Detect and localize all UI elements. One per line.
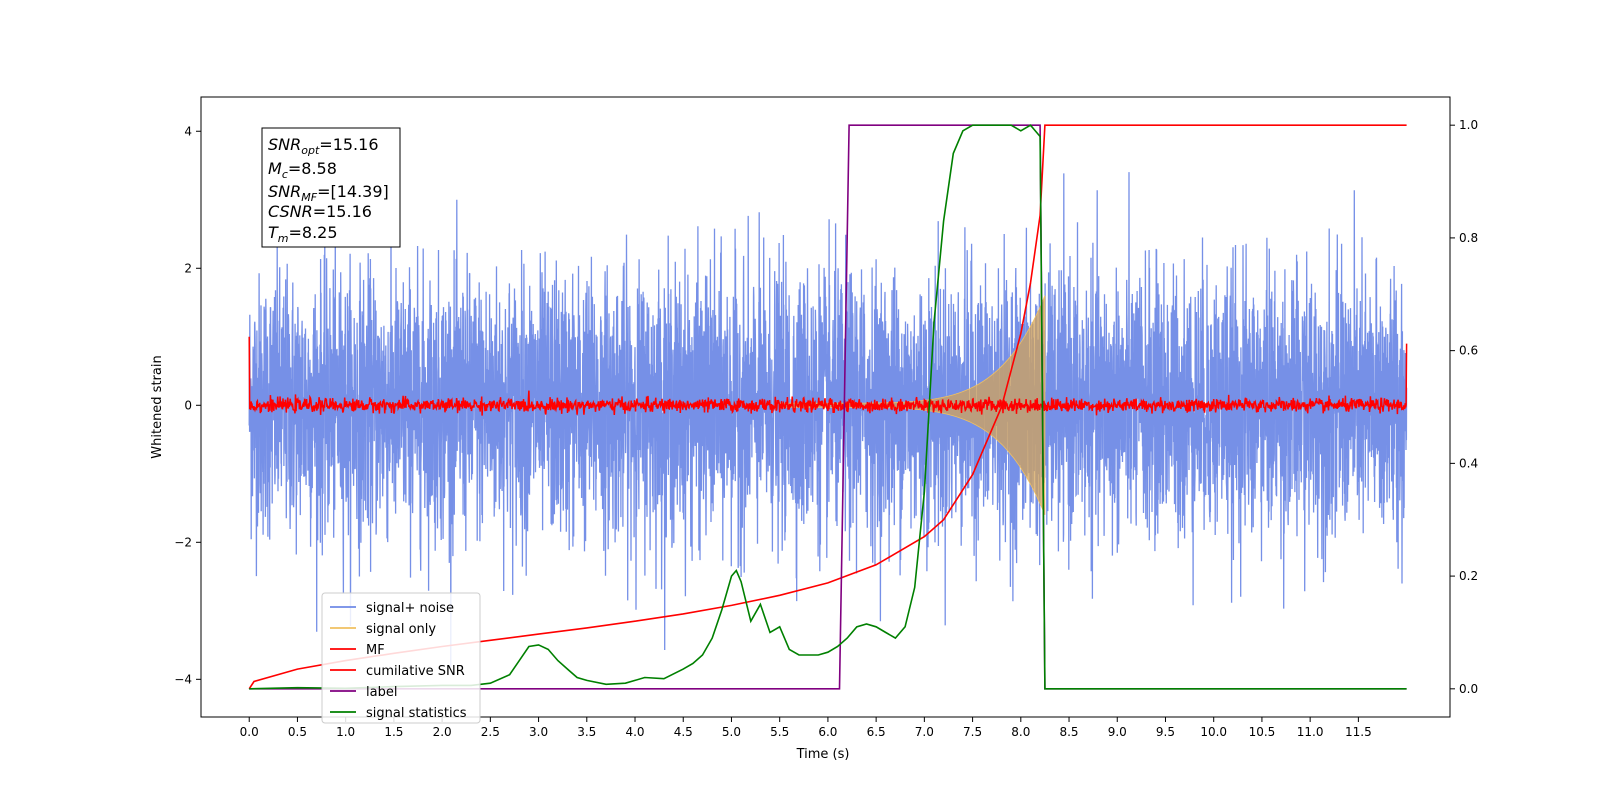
y-right-tick-label: 1.0: [1459, 118, 1478, 132]
legend-label: signal only: [366, 622, 436, 637]
y-left-tick-label: 2: [184, 261, 192, 275]
x-tick-label: 1.5: [384, 725, 403, 739]
series-mf: [248, 336, 1408, 416]
x-tick-label: 6.5: [867, 725, 886, 739]
annotation-snr-opt: SNRopt=15.16: [268, 135, 379, 157]
y-left-tick-label: 4: [184, 124, 192, 138]
legend-label: signal statistics: [366, 706, 467, 721]
y-axis-left-ticks: 4 2 0 −2 −4: [174, 124, 201, 686]
annotation-box: SNRopt=15.16 Mc=8.58 SNRMF=[14.39] CSNR=…: [261, 127, 401, 248]
annotation-tm: Tm=8.25: [268, 223, 338, 245]
x-tick-label: 10.5: [1249, 725, 1276, 739]
annotation-csnr: CSNR=15.16: [268, 202, 372, 221]
y-right-tick-label: 0.2: [1459, 569, 1478, 583]
y-left-tick-label: −2: [174, 535, 192, 549]
x-tick-label: 6.0: [818, 725, 837, 739]
annotation-mc: Mc=8.58: [268, 159, 337, 181]
y-right-tick-label: 0.4: [1459, 456, 1478, 470]
y-right-tick-label: 0.6: [1459, 344, 1478, 358]
y-axis-right-ticks: 1.0 0.8 0.6 0.4 0.2 0.0: [1450, 118, 1478, 696]
x-tick-label: 8.5: [1059, 725, 1078, 739]
legend: signal+ noise signal only MF cumilative SNR…: [321, 592, 481, 724]
series-signal-noise: [248, 172, 1408, 668]
y-left-tick-label: −4: [174, 672, 192, 686]
x-tick-label: 4.0: [625, 725, 644, 739]
x-tick-label: 3.5: [577, 725, 596, 739]
x-tick-label: 1.0: [336, 725, 355, 739]
series-signal-statistics: [249, 124, 1407, 690]
x-axis-label: Time (s): [796, 747, 850, 762]
x-tick-label: 3.0: [529, 725, 548, 739]
y-axis-label: Whitened strain: [150, 355, 165, 458]
legend-label: cumilative SNR: [366, 664, 465, 679]
x-tick-label: 2.5: [481, 725, 500, 739]
x-tick-label: 2.0: [433, 725, 452, 739]
legend-label: MF: [366, 643, 385, 658]
x-tick-label: 5.5: [770, 725, 789, 739]
x-tick-label: 5.0: [722, 725, 741, 739]
x-tick-label: 10.0: [1200, 725, 1227, 739]
axes-frame: [200, 96, 1451, 718]
y-right-tick-label: 0.8: [1459, 231, 1478, 245]
x-tick-label: 9.0: [1108, 725, 1127, 739]
y-left-tick-label: 0: [184, 398, 192, 412]
x-tick-label: 0.0: [240, 725, 259, 739]
x-tick-label: 9.5: [1156, 725, 1175, 739]
x-tick-label: 4.5: [674, 725, 693, 739]
x-axis-ticks: 0.0 0.5 1.0 1.5 2.0 2.5 3.0 3.5 4.0 4.5 5.0 5.5 6.0 6…: [240, 717, 1372, 739]
y-right-tick-label: 0.0: [1459, 682, 1478, 696]
x-tick-label: 11.5: [1345, 725, 1372, 739]
legend-label: label: [366, 685, 397, 700]
x-tick-label: 7.0: [915, 725, 934, 739]
x-tick-label: 8.0: [1011, 725, 1030, 739]
x-tick-label: 7.5: [963, 725, 982, 739]
legend-label: signal+ noise: [366, 601, 454, 616]
x-tick-label: 11.0: [1297, 725, 1324, 739]
x-tick-label: 0.5: [288, 725, 307, 739]
annotation-snr-mf: SNRMF=[14.39]: [268, 182, 389, 204]
